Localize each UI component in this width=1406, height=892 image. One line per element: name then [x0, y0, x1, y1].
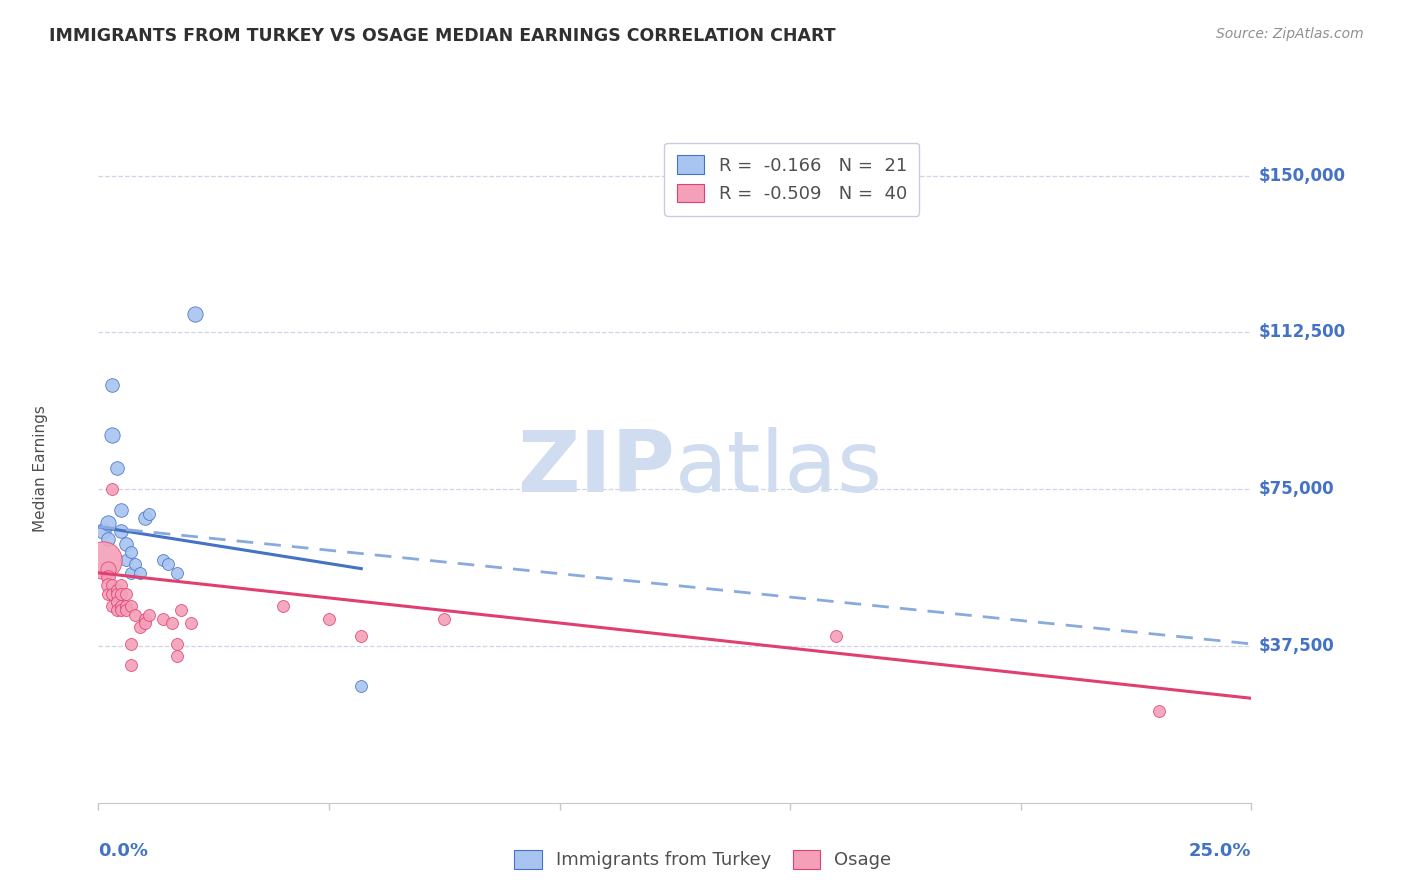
Point [120, 637, 142, 651]
Text: 25.0%: 25.0% [1189, 842, 1251, 860]
Point [138, 607, 160, 622]
Point [91, 553, 114, 567]
Point [101, 578, 124, 592]
Text: atlas: atlas [675, 426, 883, 510]
Point [350, 628, 373, 642]
Point [97, 578, 120, 592]
Point [120, 657, 142, 672]
Point [97, 570, 120, 584]
Point [110, 603, 132, 617]
Point [152, 553, 174, 567]
Point [120, 566, 142, 580]
Point [97, 516, 120, 530]
Point [156, 558, 179, 572]
Point [110, 599, 132, 614]
Point [105, 582, 128, 597]
Point [97, 533, 120, 547]
Point [124, 558, 146, 572]
Point [105, 587, 128, 601]
Point [1147, 704, 1170, 718]
Text: IMMIGRANTS FROM TURKEY VS OSAGE MEDIAN EARNINGS CORRELATION CHART: IMMIGRANTS FROM TURKEY VS OSAGE MEDIAN E… [49, 27, 835, 45]
Point [120, 599, 142, 614]
Text: $150,000: $150,000 [1258, 167, 1346, 185]
Point [101, 377, 124, 392]
Text: ZIP: ZIP [517, 426, 675, 510]
Point [105, 595, 128, 609]
Point [433, 612, 456, 626]
Legend: Immigrants from Turkey, Osage: Immigrants from Turkey, Osage [505, 841, 901, 879]
Point [160, 615, 183, 630]
Point [271, 599, 294, 614]
Point [97, 562, 120, 576]
Point [134, 511, 156, 525]
Point [129, 566, 152, 580]
Text: $112,500: $112,500 [1258, 324, 1346, 342]
Text: Source: ZipAtlas.com: Source: ZipAtlas.com [1216, 27, 1364, 41]
Point [115, 553, 138, 567]
Text: Median Earnings: Median Earnings [34, 405, 48, 532]
Point [91, 524, 114, 538]
Point [166, 649, 188, 664]
Point [350, 679, 373, 693]
Text: $75,000: $75,000 [1258, 480, 1334, 499]
Point [115, 587, 138, 601]
Point [184, 307, 207, 321]
Point [101, 587, 124, 601]
Point [105, 461, 128, 475]
Text: $37,500: $37,500 [1258, 637, 1334, 655]
Point [110, 587, 132, 601]
Text: 0.0%: 0.0% [98, 842, 149, 860]
Point [180, 615, 202, 630]
Point [138, 508, 160, 522]
Point [115, 603, 138, 617]
Point [110, 503, 132, 517]
Point [105, 603, 128, 617]
Point [166, 566, 188, 580]
Point [134, 615, 156, 630]
Point [110, 578, 132, 592]
Point [129, 620, 152, 634]
Point [101, 482, 124, 496]
Point [825, 628, 848, 642]
Point [115, 599, 138, 614]
Point [170, 603, 193, 617]
Point [124, 607, 146, 622]
Point [97, 587, 120, 601]
Point [166, 637, 188, 651]
Legend: R =  -0.166   N =  21, R =  -0.509   N =  40: R = -0.166 N = 21, R = -0.509 N = 40 [665, 143, 920, 216]
Point [101, 599, 124, 614]
Point [152, 612, 174, 626]
Point [120, 545, 142, 559]
Point [318, 612, 340, 626]
Point [115, 536, 138, 550]
Point [101, 428, 124, 442]
Point [110, 524, 132, 538]
Point [134, 612, 156, 626]
